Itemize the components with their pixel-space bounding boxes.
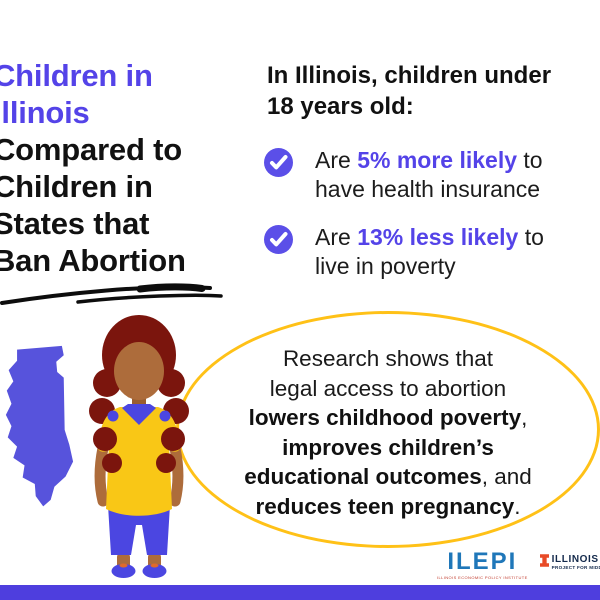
stat-item-poverty: Are 13% less likely to live in poverty <box>264 223 600 280</box>
stat-highlight: 13% less likely <box>357 224 519 250</box>
scribble-underline-decoration <box>0 283 223 305</box>
research-note-segment: , <box>521 405 528 430</box>
ilepi-logo: ILEPI ILLINOIS ECONOMIC POLICY INSTITUTE <box>437 548 528 581</box>
stat-item-health-insurance: Are 5% more likely to have health insura… <box>264 146 600 203</box>
child-illustration <box>89 315 189 578</box>
stat-text-segment: Are <box>315 147 358 173</box>
research-note-segment: Research shows that legal access to abor… <box>269 346 507 401</box>
research-note-bold-segment: improves children’s educational outcomes <box>244 434 494 490</box>
research-note-bold-segment: reduces teen pregnancy <box>255 493 515 519</box>
ilepi-caption: ILLINOIS ECONOMIC POLICY INSTITUTE <box>437 575 528 580</box>
left-arm <box>94 442 109 507</box>
stat-highlight: 5% more likely <box>357 147 517 173</box>
pmcr-wordmark: ILLINOIS <box>551 554 599 565</box>
left-shoe <box>111 564 136 578</box>
hair-tie <box>159 410 171 422</box>
right-shoe <box>142 564 167 578</box>
pants <box>108 505 170 555</box>
research-note: Research shows that legal access to abor… <box>189 344 587 521</box>
research-note-segment: , and <box>481 464 532 489</box>
collar <box>122 404 156 425</box>
stat-text-segment: Are <box>315 224 358 250</box>
stat-text: Are 5% more likely to have health insura… <box>315 146 543 203</box>
research-note-segment: . <box>514 493 521 519</box>
shoe-detail <box>150 563 159 568</box>
illinois-map <box>5 345 74 507</box>
shoe-detail <box>119 563 128 568</box>
title-rest: Compared to Children in States that Ban … <box>0 132 186 278</box>
project-middle-class-logo: ILLINOIS PROJECT FOR MIDDLE <box>539 554 600 570</box>
face <box>114 342 164 400</box>
hair-front <box>93 427 185 473</box>
stats-heading: In Illinois, children under 18 years old… <box>267 62 552 120</box>
page-title: Children in Illinois Compared to Childre… <box>0 57 223 279</box>
title-highlight: Children in Illinois <box>0 58 153 130</box>
shirt <box>97 407 181 516</box>
hair-tie <box>107 410 119 422</box>
check-circle-icon <box>264 225 293 254</box>
ilepi-wordmark: ILEPI <box>447 548 518 575</box>
stat-text-segment: to live in poverty <box>315 224 544 279</box>
stat-text-segment: to have health insurance <box>315 147 543 202</box>
footer-logos: ILEPI ILLINOIS ECONOMIC POLICY INSTITUTE… <box>437 548 600 581</box>
stat-text: Are 13% less likely to live in poverty <box>315 223 544 280</box>
check-circle-icon <box>264 148 293 177</box>
pmcr-text: ILLINOIS PROJECT FOR MIDDLE <box>552 554 600 570</box>
research-callout-oval: Research shows that legal access to abor… <box>176 311 600 548</box>
pmcr-caption: PROJECT FOR MIDDLE <box>551 565 600 570</box>
stats-panel: In Illinois, children under 18 years old… <box>264 60 600 280</box>
research-note-bold-segment: lowers childhood poverty <box>248 405 522 430</box>
footer-bar <box>0 585 600 600</box>
right-arm <box>169 442 184 507</box>
uofi-block-i-icon <box>539 554 549 567</box>
